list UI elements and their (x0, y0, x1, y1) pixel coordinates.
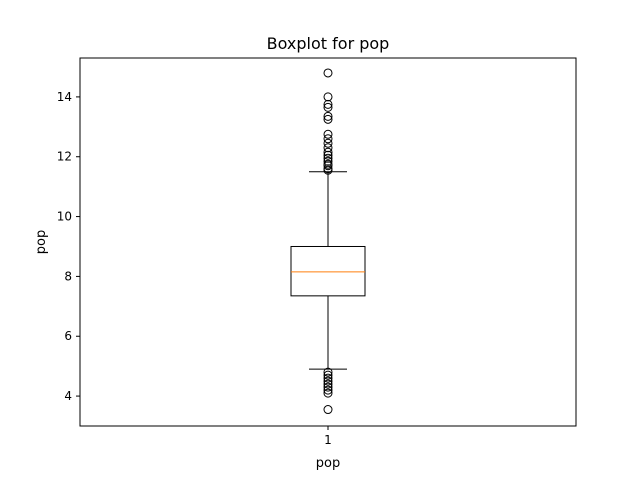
outlier-point (323, 129, 333, 139)
outlier-point (323, 114, 333, 124)
outlier-point (323, 138, 333, 148)
outlier-point (323, 405, 333, 415)
x-axis-label: pop (316, 456, 340, 471)
outlier-point (323, 99, 333, 109)
outlier-point (323, 143, 333, 153)
outlier-point (323, 134, 333, 144)
outlier-point (323, 373, 333, 383)
outlier-point (323, 153, 333, 163)
y-axis-label: pop (34, 230, 49, 254)
outlier-point (323, 111, 333, 121)
y-tick-label: 10 (57, 210, 72, 224)
outlier-point (323, 379, 333, 389)
outlier-point (323, 164, 333, 174)
y-tick-label: 6 (64, 329, 72, 343)
y-tick-label: 14 (57, 90, 72, 104)
outlier-point (323, 150, 333, 160)
outlier-point (323, 92, 333, 102)
outlier-point (323, 370, 333, 380)
iqr-box (290, 245, 366, 297)
outlier-point (323, 102, 333, 112)
outlier-point (323, 147, 333, 157)
x-tick-label: 1 (324, 433, 332, 447)
outlier-point (323, 376, 333, 386)
outlier-point (323, 382, 333, 392)
y-tick-label: 12 (57, 150, 72, 164)
outlier-point (323, 156, 333, 166)
outlier-point (323, 367, 333, 377)
outlier-point (323, 388, 333, 398)
y-tick-label: 4 (64, 389, 72, 403)
outlier-point (323, 68, 333, 78)
outlier-point (323, 159, 333, 169)
chart-title: Boxplot for pop (267, 34, 390, 53)
outlier-point (323, 385, 333, 395)
plot-area (290, 68, 366, 415)
y-tick-label: 8 (64, 269, 72, 283)
